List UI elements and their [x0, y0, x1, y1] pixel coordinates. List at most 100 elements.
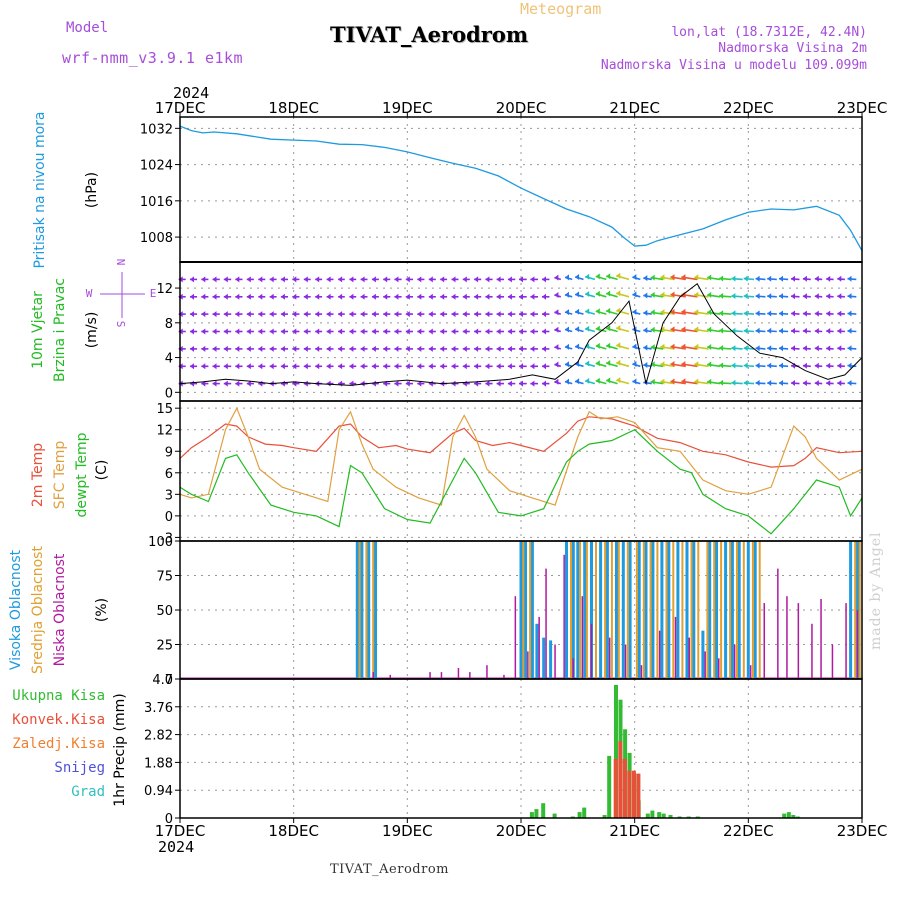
wind-arrowhead: [338, 345, 343, 352]
wind-arrowhead: [462, 276, 467, 283]
wind-arrowhead: [235, 345, 240, 352]
wind-arrowhead: [405, 345, 410, 352]
x-tick-label-top: 18DEC: [268, 99, 319, 117]
low-cloud-bar: [389, 674, 391, 679]
low-cloud-bar: [503, 674, 505, 679]
wind-arrowhead: [349, 311, 354, 318]
wind-arrowhead: [258, 363, 263, 370]
wind-arrowhead: [755, 275, 760, 282]
total-precip-bar: [534, 809, 539, 818]
wind-arrowhead: [485, 311, 490, 318]
wind-arrowhead: [280, 311, 285, 318]
wind-arrowhead: [428, 345, 433, 352]
wind-arrowhead: [405, 328, 410, 335]
wind-arrowhead: [731, 345, 736, 352]
low-cloud-bar: [640, 665, 643, 679]
wind-arrows: [178, 272, 857, 387]
wind-arrowhead: [303, 311, 308, 318]
wind-arrowhead: [632, 343, 637, 350]
total-precip-bar: [791, 815, 796, 818]
total-precip-bar: [552, 813, 557, 818]
wind-arrowhead: [235, 293, 240, 300]
model-name: wrf-nmm_v3.9.1 e1km: [62, 49, 244, 67]
precip-ytick-label: 1.88: [144, 756, 173, 771]
wind-arrowhead: [474, 345, 479, 352]
wind-arrowhead: [428, 293, 433, 300]
wind-arrowhead: [371, 363, 376, 370]
wind-arrowhead: [575, 274, 580, 280]
wind-arrowhead: [315, 293, 320, 300]
wind-arrowhead: [530, 380, 535, 387]
wind-arrowhead: [280, 328, 285, 335]
mid-cloud-bar: [706, 541, 709, 679]
wind-arrowhead: [258, 276, 263, 283]
high-cloud-bar: [583, 541, 587, 679]
wind-arrowhead: [826, 293, 831, 300]
wind-arrowhead: [360, 345, 365, 352]
wind-arrowhead: [847, 275, 852, 282]
wind-arrowhead: [681, 326, 686, 333]
wind-arrowhead: [847, 362, 852, 369]
wind-arrowhead: [542, 363, 546, 370]
wind-arrowhead: [201, 293, 206, 300]
wind-arrowhead: [847, 310, 852, 317]
wind-arrowhead: [507, 380, 512, 387]
wind-arrowhead: [595, 290, 600, 297]
cloud-axis-unit: (%): [94, 598, 110, 622]
wind-arrowhead: [731, 275, 736, 282]
wind-arrowhead: [223, 345, 228, 352]
wind-arrowhead: [394, 293, 399, 300]
wind-arrowhead: [606, 307, 611, 314]
wind-arrowhead: [826, 310, 831, 317]
low-cloud-bar: [820, 599, 822, 679]
mid-cloud-bar: [522, 541, 525, 679]
wind-arrowhead: [246, 345, 251, 352]
wind-arrowhead: [292, 293, 297, 300]
wind-arrowhead: [326, 293, 331, 300]
wind-arrowhead: [280, 293, 285, 300]
compass-w: W: [86, 287, 93, 300]
wind-arrowhead: [451, 363, 456, 370]
temperature-grid: [175, 401, 862, 541]
low-cloud-bar: [514, 596, 517, 679]
wind-arrowhead: [292, 328, 297, 335]
wind-arrowhead: [360, 311, 365, 318]
wind-arrowhead: [670, 343, 675, 350]
wind-arrowhead: [246, 311, 251, 318]
x-tick-label-bottom: 18DEC: [268, 822, 319, 840]
wind-arrowhead: [837, 380, 842, 387]
wind-arrowhead: [779, 380, 783, 386]
conv-precip-bar: [627, 770, 632, 818]
wind-arrowhead: [462, 293, 467, 300]
wind-arrowhead: [315, 276, 320, 283]
low-cloud-bar: [545, 568, 547, 679]
total-precip-bar: [529, 812, 534, 818]
low-cloud-bar: [457, 668, 460, 679]
wind-arrowhead: [814, 362, 819, 369]
wind-arrowhead: [371, 380, 376, 387]
wind-axis-title: 10m Vjetar: [30, 291, 46, 369]
high-cloud-bar: [571, 541, 575, 679]
high-cloud-bar: [530, 541, 534, 679]
chart-title: TIVAT_Aerodrom: [330, 22, 529, 47]
wind-arrowhead: [837, 275, 842, 282]
wind-arrowhead: [519, 380, 523, 387]
wind-arrowhead: [349, 345, 354, 352]
wind-arrowhead: [349, 276, 354, 283]
temperature-ytick-label: 15: [156, 402, 173, 417]
wind-arrowhead: [694, 291, 699, 298]
wind-ytick-label: 8: [165, 317, 173, 332]
wind-arrowhead: [451, 380, 456, 387]
high-cloud-bar: [701, 630, 705, 679]
conv-precip-bar: [622, 758, 627, 818]
mid-cloud-bar: [697, 541, 700, 679]
conv-precip-bar: [618, 741, 623, 818]
wind-arrowhead: [606, 342, 611, 349]
pressure-ytick-label: 1024: [140, 159, 173, 174]
temperature-ytick-label: 12: [156, 424, 173, 439]
wind-arrowhead: [190, 311, 194, 318]
wind-arrowhead: [190, 276, 194, 283]
wind-arrowhead: [428, 363, 433, 370]
low-cloud-bar: [797, 603, 800, 679]
wind-arrowhead: [719, 379, 724, 386]
